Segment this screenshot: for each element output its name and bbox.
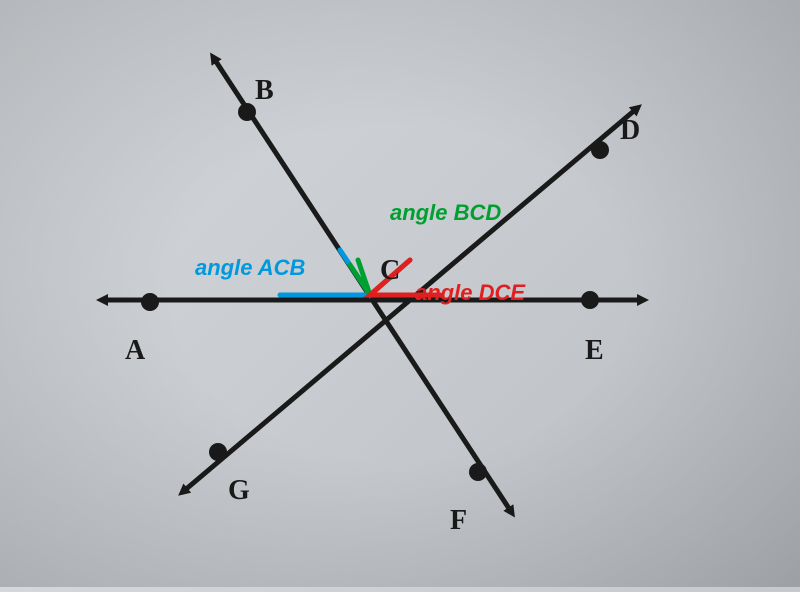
- point-label-B: B: [255, 75, 274, 107]
- angle-label-angle-DCE: angle DCE: [415, 280, 525, 306]
- point-label-G: G: [228, 475, 250, 507]
- dot-F: [469, 463, 487, 481]
- point-label-C: C: [380, 255, 400, 287]
- dot-A: [141, 293, 159, 311]
- lines-group: [105, 60, 640, 510]
- point-label-D: D: [620, 115, 640, 147]
- point-label-F: F: [450, 505, 467, 537]
- point-label-E: E: [585, 335, 604, 367]
- point-label-A: A: [125, 335, 145, 367]
- angle-label-angle-ACB: angle ACB: [195, 255, 305, 281]
- dot-E: [581, 291, 599, 309]
- dot-D: [591, 141, 609, 159]
- dot-G: [209, 443, 227, 461]
- geometry-diagram: A B D E F G C angle ACB angle BCD angle DCE: [0, 0, 800, 587]
- angle-label-angle-BCD: angle BCD: [390, 200, 501, 226]
- diagram-svg: [0, 0, 800, 587]
- dot-B: [238, 103, 256, 121]
